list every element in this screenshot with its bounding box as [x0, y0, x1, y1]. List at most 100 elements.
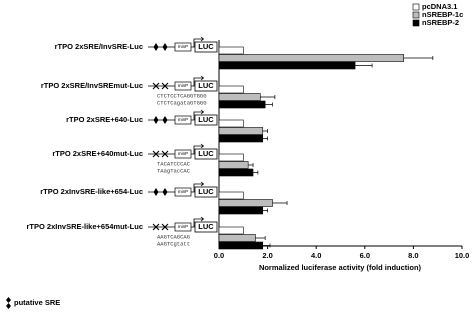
error-bar — [355, 63, 373, 68]
construct-label: rTPO 2xSRE/InvSRE-Luc — [55, 42, 143, 51]
promoter-label: minP — [178, 224, 188, 229]
construct-label: rTPO 2xSRE/InvSREmut-Luc — [41, 81, 143, 90]
legend-swatch — [412, 11, 420, 19]
x-tick-label: 10.0 — [455, 251, 470, 260]
promoter-box — [174, 187, 192, 197]
tss-arrow — [193, 109, 205, 120]
construct-label: rTPO 2xSRE+640mut-Luc — [52, 149, 143, 158]
promoter-label: minP — [178, 151, 188, 156]
tss-arrow — [193, 216, 205, 227]
sequence: CTCTCagataGTGGG — [157, 99, 207, 106]
legend-label: pcDNA3.1 — [422, 2, 457, 11]
legend-swatch — [412, 3, 420, 11]
x-tick-label: 8.0 — [408, 251, 418, 260]
reporter-label: LUC — [198, 149, 214, 158]
reporter-label: LUC — [198, 115, 214, 124]
promoter-label: minP — [178, 117, 188, 122]
x-tick-label: 4.0 — [311, 251, 321, 260]
bar — [218, 46, 244, 55]
sre — [162, 116, 168, 124]
mutated-sre — [152, 223, 160, 231]
tss-arrow — [193, 36, 205, 47]
bar — [218, 119, 244, 128]
sequence: TAagTacCAC — [157, 167, 191, 174]
error-bar — [262, 136, 268, 141]
reporter-label: LUC — [198, 222, 214, 231]
error-bar — [262, 208, 268, 213]
mutated-sre — [161, 223, 169, 231]
promoter-box — [174, 222, 192, 232]
x-tick-label: 0.0 — [214, 251, 224, 260]
mutated-sre — [152, 150, 160, 158]
error-bar — [255, 236, 266, 240]
bar — [218, 191, 244, 200]
bar — [218, 127, 264, 135]
error-bar — [260, 95, 276, 99]
sequence: CTCTCCTCAGGTGGG — [157, 92, 207, 99]
reporter-box — [194, 80, 218, 92]
bar — [218, 134, 264, 143]
sequence: AAGTCAGCAG — [157, 233, 190, 240]
bar — [218, 241, 264, 250]
tss-arrow — [193, 75, 205, 86]
bar — [218, 161, 249, 169]
bar — [218, 226, 244, 235]
construct-label: rTPO 2xInvSRE-like+654-Luc — [40, 187, 143, 196]
reporter-box — [194, 114, 218, 126]
reporter-label: LUC — [198, 81, 214, 90]
reporter-box — [194, 186, 218, 198]
legend-label: nSREBP-1c — [422, 10, 463, 19]
error-bar — [265, 102, 273, 107]
reporter-label: LUC — [198, 42, 214, 51]
sre — [153, 188, 159, 196]
promoter-label: minP — [178, 189, 188, 194]
error-bar — [262, 129, 268, 133]
promoter-box — [174, 115, 192, 125]
construct-label: rTPO 2xSRE+640-Luc — [66, 115, 143, 124]
sre — [153, 43, 159, 51]
sre — [153, 116, 159, 124]
promoter-label: minP — [178, 44, 188, 49]
reporter-box — [194, 41, 218, 53]
tss-arrow — [193, 181, 205, 192]
reporter-box — [194, 221, 218, 233]
mutated-sre — [161, 150, 169, 158]
bar — [218, 100, 266, 109]
bar — [218, 54, 404, 62]
sre — [162, 188, 168, 196]
promoter-box — [174, 149, 192, 159]
tss-arrow — [193, 143, 205, 154]
error-bar — [262, 243, 271, 248]
mutated-sre — [152, 82, 160, 90]
footnote: putative SRE — [14, 298, 60, 307]
error-bar — [403, 56, 434, 60]
sre-icon — [6, 297, 11, 309]
sequence: TACATCCCAC — [157, 160, 191, 167]
x-tick-label: 6.0 — [360, 251, 370, 260]
bar — [218, 153, 244, 162]
promoter-box — [174, 81, 192, 91]
x-tick-label: 2.0 — [262, 251, 272, 260]
bar — [218, 61, 356, 70]
error-bar — [272, 201, 288, 205]
legend-label: nSREBP-2 — [422, 18, 459, 27]
bar — [218, 85, 244, 94]
reporter-label: LUC — [198, 187, 214, 196]
promoter-label: minP — [178, 83, 188, 88]
reporter-box — [194, 148, 218, 160]
x-axis-label: Normalized luciferase activity (fold ind… — [259, 263, 422, 272]
sre — [162, 43, 168, 51]
error-bar — [248, 163, 254, 167]
sequence: AAGTCgtatt — [157, 240, 190, 247]
error-bar — [253, 170, 259, 175]
bar — [218, 206, 264, 215]
promoter-box — [174, 42, 192, 52]
bar — [218, 234, 256, 242]
bar — [218, 168, 254, 177]
legend-swatch — [412, 19, 420, 27]
construct-label: rTPO 2xInvSRE-like+654mut-Luc — [27, 222, 144, 231]
mutated-sre — [161, 82, 169, 90]
bar — [218, 199, 273, 207]
bar — [218, 93, 261, 101]
